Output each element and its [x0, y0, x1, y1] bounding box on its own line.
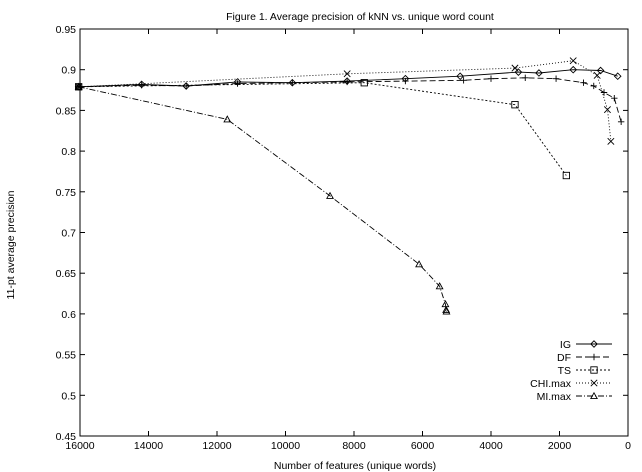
y-tick-label: 0.5 [61, 390, 76, 402]
legend-item-mi-max: MI.max [537, 391, 612, 403]
x-tick-label: 10000 [271, 440, 300, 452]
data-point-ts [360, 79, 368, 87]
data-point-df [138, 81, 145, 89]
data-point-chi-max [607, 137, 615, 145]
legend-label: MI.max [537, 391, 572, 403]
y-tick-label: 0.9 [61, 65, 76, 77]
legend-marker [590, 353, 598, 361]
legend-marker [590, 379, 598, 387]
legend-label: CHI.max [530, 378, 572, 390]
data-point-df [580, 79, 587, 86]
x-tick-label: 6000 [411, 440, 435, 452]
axes: 16000 14000 12000 10000 8000 6000 4000 2000 0 0.4… [56, 24, 632, 452]
data-point-df [600, 89, 608, 96]
data-point-df [402, 77, 409, 85]
legend-item-chi-max: CHI.max [530, 378, 612, 390]
legend-item-ts: TS [558, 365, 612, 377]
data-point-chi-max [569, 57, 577, 65]
x-tick-label: 8000 [342, 440, 366, 452]
y-axis-label: 11-pt average precision [5, 190, 17, 299]
x-tick-label: 16000 [65, 440, 94, 452]
data-point-df [289, 79, 296, 86]
data-point-df [611, 94, 618, 102]
chart-title: Figure 1. Average precision of kNN vs. u… [226, 11, 494, 23]
data-point-ig [596, 66, 605, 75]
y-tick-label: 0.65 [56, 268, 77, 280]
x-tick-label: 4000 [479, 440, 503, 452]
y-tick-label: 0.6 [61, 309, 76, 321]
data-point-df [487, 75, 495, 82]
data-point-ig [613, 72, 622, 81]
data-point-mi-max [326, 191, 334, 199]
legend-marker [590, 391, 598, 400]
plot-frame [79, 28, 629, 437]
data-point-df [617, 118, 625, 125]
data-point-mi-max [74, 82, 83, 90]
data-point-ig [456, 72, 465, 81]
legend-item-df: DF [557, 352, 612, 364]
data-point-ig [514, 68, 523, 76]
data-point-ts [511, 101, 519, 109]
y-tick-label: 0.55 [56, 350, 77, 362]
x-tick-label: 0 [625, 440, 631, 452]
data-point-df [552, 75, 560, 82]
x-tick-label: 12000 [202, 440, 231, 452]
legend-label: TS [558, 365, 571, 377]
x-tick-label: 2000 [548, 440, 572, 452]
data-point-ts [562, 171, 571, 180]
data-point-mi-max [442, 307, 451, 315]
data-point-ig [569, 65, 578, 74]
series-df [75, 74, 625, 125]
data-point-chi-max [343, 70, 351, 78]
y-tick-label: 0.45 [56, 431, 77, 443]
series-line-mi-max [78, 86, 447, 312]
legend-label: DF [557, 352, 571, 364]
legend-label: IG [560, 339, 571, 351]
legend-marker [590, 366, 598, 374]
y-tick-label: 0.75 [56, 187, 77, 199]
x-axis-label: Number of features (unique words) [274, 460, 436, 472]
y-tick-label: 0.85 [56, 105, 77, 117]
data-point-chi-max [511, 64, 519, 72]
data-point-df [522, 74, 529, 82]
legend-marker [590, 340, 598, 348]
y-tick-label: 0.95 [56, 24, 77, 36]
series-layer [74, 57, 625, 315]
data-point-mi-max [442, 305, 451, 313]
series-mi-max [74, 82, 451, 315]
series-line-ts [78, 82, 567, 176]
data-point-mi-max [435, 282, 444, 290]
data-point-mi-max [441, 300, 450, 308]
series-line-df [78, 77, 622, 122]
y-tick-label: 0.8 [61, 146, 76, 158]
data-point-chi-max [603, 106, 611, 114]
data-point-df [182, 82, 190, 90]
data-point-df [460, 77, 467, 84]
data-point-df [234, 80, 241, 87]
data-point-df [343, 78, 351, 86]
data-point-chi-max [593, 71, 601, 79]
data-point-df [590, 82, 597, 90]
data-point-mi-max [415, 260, 424, 268]
y-tick-label: 0.7 [61, 228, 76, 240]
data-point-mi-max [223, 115, 232, 123]
series-chi-max [75, 57, 615, 145]
series-ts [75, 79, 571, 180]
legend-item-ig: IG [560, 339, 612, 351]
x-tick-label: 14000 [134, 440, 163, 452]
data-point-ig [535, 69, 543, 77]
